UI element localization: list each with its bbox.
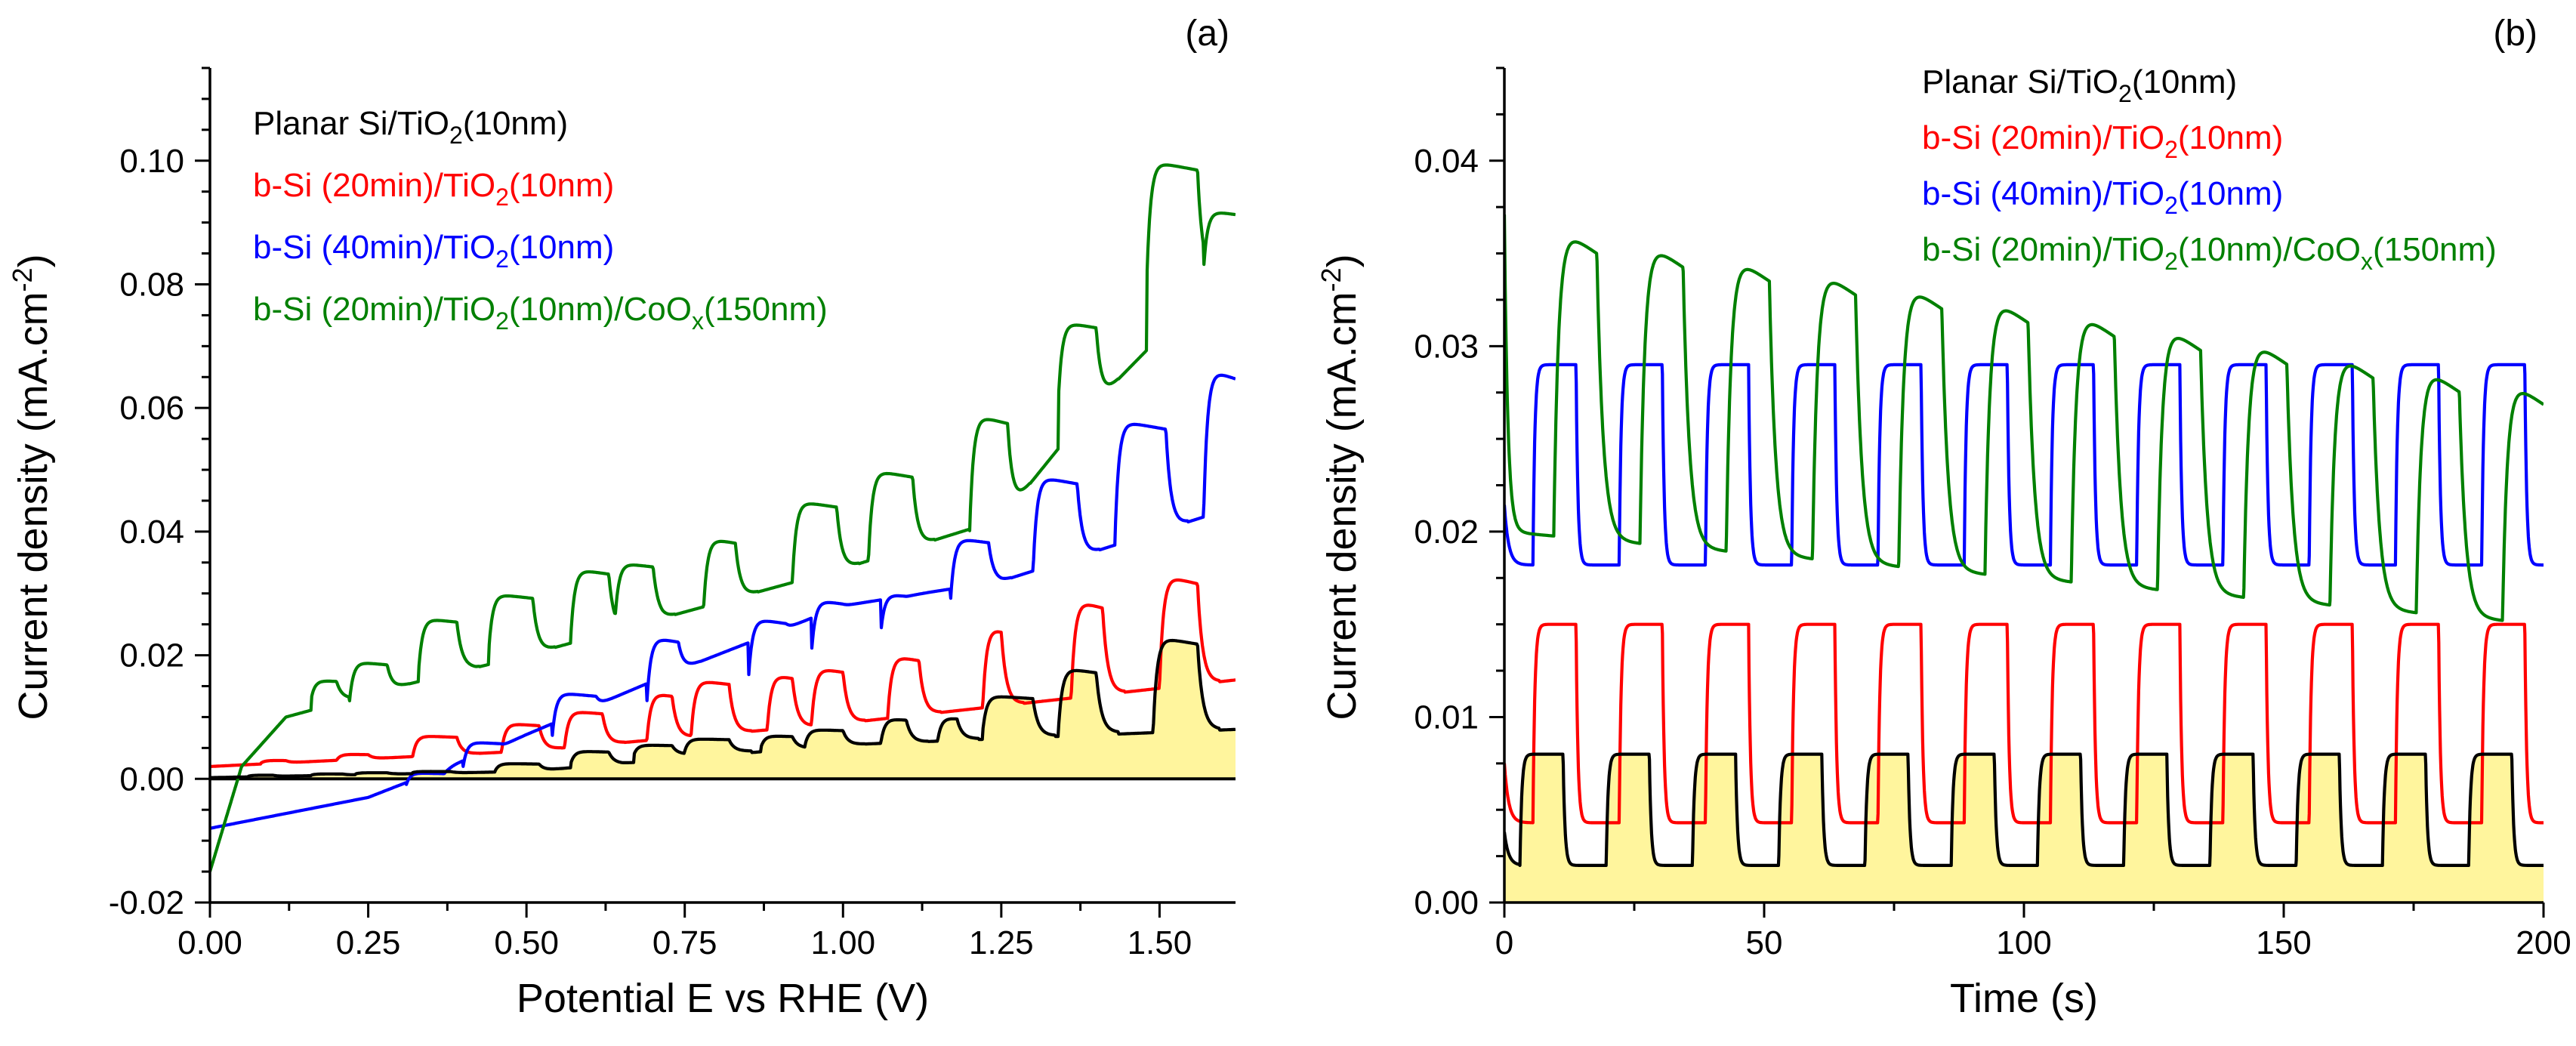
y-tick-label: 0.02 xyxy=(1414,514,1479,551)
series-line-b20 xyxy=(210,578,1236,768)
legend-entry-b40: b-Si (40min)/TiO2(10nm) xyxy=(1922,175,2283,219)
legend-entry-b40: b-Si (40min)/TiO2(10nm) xyxy=(253,229,614,273)
x-tick-label: 1.25 xyxy=(969,924,1034,961)
x-tick-label: 0 xyxy=(1495,924,1513,961)
panel-b: 0 50 100 150 200 0.00 0.01 0.02 0.03 0.04 Time (s)… xyxy=(1316,14,2571,1021)
x-tick-label: 1.50 xyxy=(1128,924,1192,961)
y-tick-label: 0.04 xyxy=(1414,143,1479,180)
legend-a: Planar Si/TiO2(10nm) b-Si (20min)/TiO2(10… xyxy=(253,105,828,335)
series-line-planar xyxy=(1504,752,2544,867)
y-tick-label: 0.04 xyxy=(119,514,184,551)
y-tick-label: 0.10 xyxy=(119,143,184,180)
legend-entry-bco: b-Si (20min)/TiO2(10nm)/CoOx(150nm) xyxy=(1922,231,2497,275)
x-tick-label: 0.75 xyxy=(652,924,717,961)
y-tick-label: 0.03 xyxy=(1414,328,1479,365)
x-tick-label: 0.25 xyxy=(336,924,401,961)
planar-fill-area xyxy=(210,640,1236,779)
x-tick-label: 150 xyxy=(2256,924,2311,961)
plot-area-b xyxy=(1504,214,2544,903)
x-tick-label: 0.50 xyxy=(494,924,559,961)
legend-entry-planar: Planar Si/TiO2(10nm) xyxy=(253,105,568,149)
plot-area-a xyxy=(210,163,1236,872)
legend-b: Planar Si/TiO2(10nm) b-Si (20min)/TiO2(10… xyxy=(1922,63,2497,275)
legend-entry-b20: b-Si (20min)/TiO2(10nm) xyxy=(1922,119,2283,163)
legend-entry-b20: b-Si (20min)/TiO2(10nm) xyxy=(253,167,614,211)
x-tick-label: 1.00 xyxy=(810,924,875,961)
y-tick-label: 0.06 xyxy=(119,390,184,427)
x-axis-title: Potential E vs RHE (V) xyxy=(517,976,929,1021)
y-tick-label: 0.01 xyxy=(1414,699,1479,736)
x-tick-label: 50 xyxy=(1746,924,1783,961)
y-tick-label: 0.02 xyxy=(119,637,184,674)
y-axis-title: Current density (mA.cm-2) xyxy=(1316,254,1365,720)
y-tick-label: 0.00 xyxy=(119,761,184,798)
series-line-bco xyxy=(1504,214,2544,622)
series-line-b40 xyxy=(1504,363,2544,567)
panel-label-b: (b) xyxy=(2493,14,2537,54)
y-tick-label: 0.00 xyxy=(1414,884,1479,921)
y-tick-label: -0.02 xyxy=(109,884,184,921)
x-tick-label: 100 xyxy=(1996,924,2051,961)
y-tick-label: 0.08 xyxy=(119,266,184,303)
panel-label-a: (a) xyxy=(1185,14,1229,54)
panel-a: 0.00 0.25 0.50 0.75 1.00 1.25 1.50-0.020.000.0… xyxy=(7,14,1236,1021)
series-line-b20 xyxy=(1504,622,2544,825)
series-line-planar xyxy=(210,638,1236,779)
x-tick-label: 0.00 xyxy=(177,924,242,961)
y-axis-title: Current density (mA.cm-2) xyxy=(7,254,56,720)
series-line-b40 xyxy=(210,373,1236,830)
legend-entry-planar: Planar Si/TiO2(10nm) xyxy=(1922,63,2237,107)
legend-entry-bco: b-Si (20min)/TiO2(10nm)/CoOx(150nm) xyxy=(253,291,828,335)
series-line-bco xyxy=(210,163,1236,872)
x-tick-label: 200 xyxy=(2516,924,2571,961)
x-axis-title: Time (s) xyxy=(1950,976,2098,1021)
